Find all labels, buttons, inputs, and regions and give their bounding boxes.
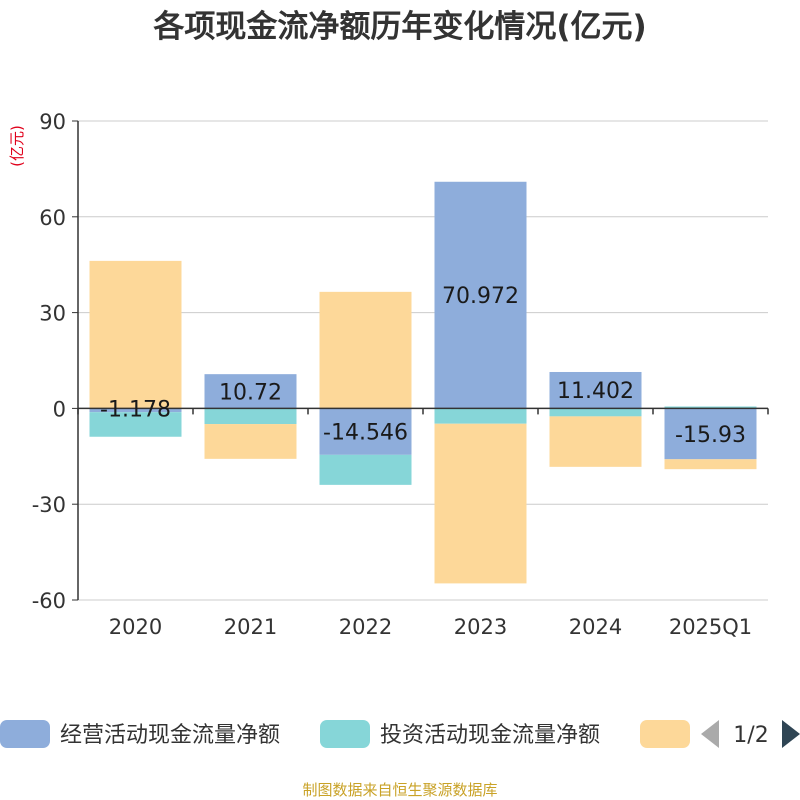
legend-label[interactable]: 投资活动现金流量净额 bbox=[380, 723, 600, 748]
y-tick-label: 30 bbox=[39, 302, 66, 326]
legend-swatch[interactable] bbox=[640, 720, 690, 748]
bar-series3-2023 bbox=[434, 423, 527, 584]
x-tick-label: 2023 bbox=[454, 615, 507, 639]
y-tick-label: 60 bbox=[39, 206, 66, 230]
bar-series3-2022 bbox=[319, 291, 412, 409]
bar-series2-2021 bbox=[204, 408, 297, 425]
grid-lines bbox=[78, 120, 768, 601]
data-label: 10.72 bbox=[219, 380, 282, 405]
legend-label[interactable]: 经营活动现金流量净额 bbox=[60, 723, 280, 748]
y-tick-label: -60 bbox=[32, 589, 66, 613]
bar-series2-2024 bbox=[549, 408, 642, 417]
data-label: -14.546 bbox=[323, 421, 408, 446]
bar-series1-2024 bbox=[549, 371, 642, 409]
x-tick-label: 2020 bbox=[109, 615, 162, 639]
bar-labels: -1.178 10.72 -14.546 70.972 11.402 -15.93 bbox=[100, 284, 746, 448]
legend-swatch[interactable] bbox=[320, 720, 370, 748]
legend-next-icon[interactable] bbox=[782, 720, 800, 748]
y-axis: 90 60 30 0 -30 -60 bbox=[32, 110, 78, 613]
x-axis: 2020 2021 2022 2023 2024 2025Q1 bbox=[109, 615, 752, 639]
data-label: 11.402 bbox=[557, 379, 634, 404]
x-tick-label: 2021 bbox=[224, 615, 277, 639]
bar-series3-2020 bbox=[89, 260, 182, 409]
y-axis-unit-label: (亿元) bbox=[8, 125, 26, 167]
y-tick-label: 0 bbox=[53, 397, 66, 421]
y-tick-label: 90 bbox=[39, 110, 66, 134]
legend-swatch[interactable] bbox=[0, 720, 50, 748]
legend: 经营活动现金流量净额 投资活动现金流量净额 1/2 bbox=[0, 720, 800, 748]
legend-page-indicator: 1/2 bbox=[733, 723, 768, 748]
chart-title: 各项现金流净额历年变化情况(亿元) bbox=[152, 9, 646, 45]
bar-series3-2025Q1 bbox=[664, 459, 757, 470]
bar-series1-2021 bbox=[204, 374, 297, 409]
legend-prev-icon[interactable] bbox=[701, 720, 719, 748]
data-label: 70.972 bbox=[442, 284, 519, 309]
data-label: -15.93 bbox=[675, 423, 746, 448]
x-tick-label: 2025Q1 bbox=[669, 615, 752, 639]
bar-series2-2020 bbox=[89, 412, 182, 437]
bar-series2-2022 bbox=[319, 454, 412, 485]
bar-series1-2022 bbox=[319, 408, 412, 455]
source-note: 制图数据来自恒生聚源数据库 bbox=[302, 781, 497, 799]
x-tick-label: 2024 bbox=[569, 615, 622, 639]
bar-series2-2023 bbox=[434, 408, 527, 424]
bar-series2-2025Q1 bbox=[664, 406, 757, 409]
bars bbox=[89, 181, 757, 584]
x-tick-label: 2022 bbox=[339, 615, 392, 639]
bar-series1-2020 bbox=[89, 408, 182, 413]
axes bbox=[77, 121, 769, 600]
bar-series1-2023 bbox=[434, 181, 527, 409]
bar-series3-2024 bbox=[549, 416, 642, 467]
bar-series3-2021 bbox=[204, 424, 297, 459]
data-label: -1.178 bbox=[100, 397, 171, 422]
bar-series1-2025Q1 bbox=[664, 408, 757, 460]
y-tick-label: -30 bbox=[32, 493, 66, 517]
